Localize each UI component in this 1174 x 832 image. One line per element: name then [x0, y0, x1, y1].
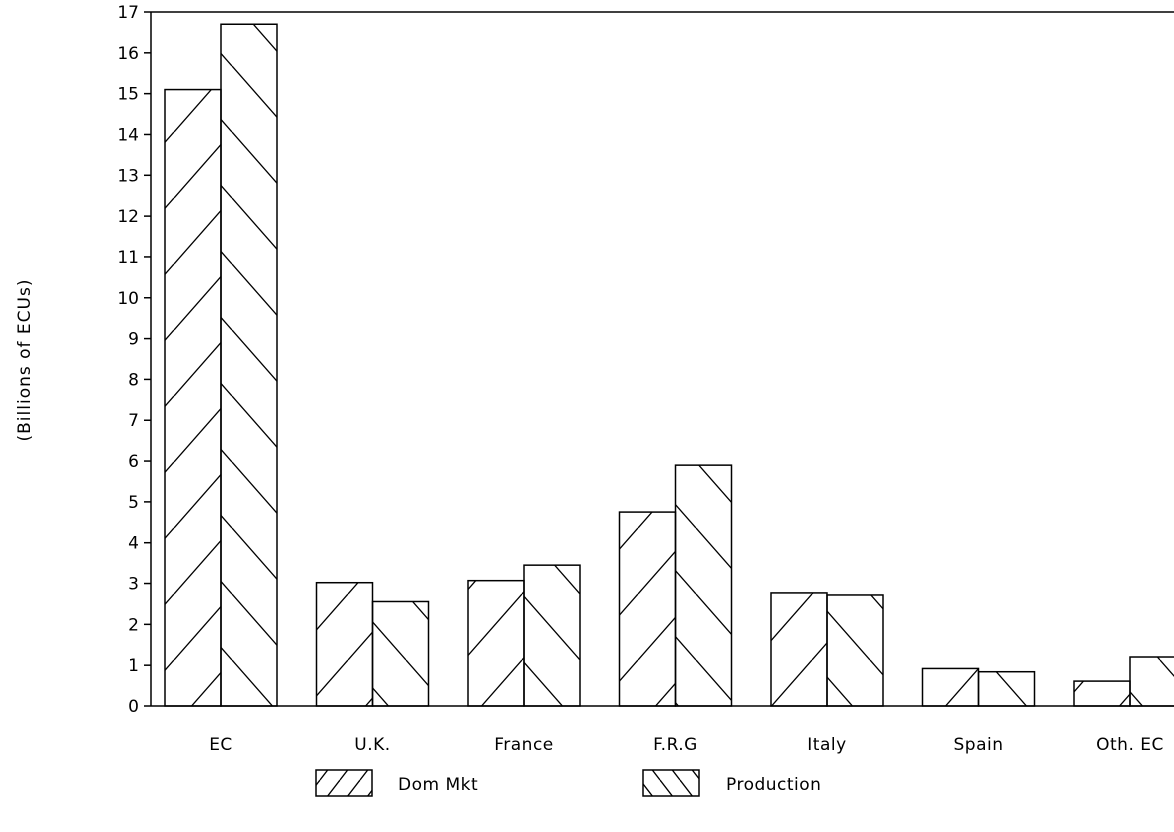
y-tick-label: 0: [128, 697, 139, 717]
legend: Dom Mkt Production: [315, 769, 821, 797]
bar-production-u-k: [371, 600, 430, 707]
bar-dom-mkt-ec: [164, 88, 222, 707]
bar-production-france: [523, 564, 581, 707]
bar-production-oth-ec: [1129, 656, 1174, 707]
x-category-label: Spain: [954, 735, 1004, 755]
y-tick-label: 2: [128, 615, 139, 635]
bar-production-spain: [977, 670, 1036, 707]
bar-dom-mkt-f-r-g: [618, 511, 677, 707]
legend-swatch-dom-mkt: [315, 769, 373, 797]
bars-layer: [164, 23, 1174, 707]
bar-dom-mkt-u-k: [315, 581, 374, 707]
y-tick-label: 8: [128, 370, 139, 390]
bar-dom-mkt-spain: [921, 667, 980, 707]
y-axis-title: (Billions of ECUs): [15, 279, 35, 442]
bar-dom-mkt-france: [467, 579, 525, 707]
y-tick-label: 11: [117, 248, 139, 268]
axes-layer: [150, 11, 1174, 707]
y-tick-label: 14: [117, 125, 139, 145]
y-tick-label: 17: [117, 3, 139, 23]
bar-dom-mkt-italy: [770, 592, 828, 707]
x-category-label: EC: [209, 735, 233, 755]
y-tick-label: 4: [128, 534, 139, 554]
y-tick-label: 3: [128, 575, 139, 595]
bar-production-ec: [220, 23, 278, 707]
x-category-label: Italy: [807, 735, 846, 755]
legend-label-dom-mkt: Dom Mkt: [398, 775, 478, 795]
bar-production-f-r-g: [674, 464, 733, 707]
legend-swatch-production: [642, 769, 700, 797]
legend-item-dom-mkt: Dom Mkt: [315, 769, 478, 797]
x-category-label: F.R.G: [653, 735, 698, 755]
y-tick-label: 16: [117, 44, 139, 64]
legend-item-production: Production: [642, 769, 821, 797]
bar-dom-mkt-oth-ec: [1073, 680, 1131, 707]
y-tick-label: 9: [128, 330, 139, 350]
y-tick-label: 15: [117, 85, 139, 105]
y-tick-label: 12: [117, 207, 139, 227]
y-tick-label: 1: [128, 656, 139, 676]
category-labels: EC U.K. France F.R.G Italy Spain Oth. EC: [209, 735, 1164, 755]
x-category-label: U.K.: [354, 735, 390, 755]
x-category-label: Oth. EC: [1096, 735, 1164, 755]
y-tick-label: 13: [117, 166, 139, 186]
bar-production-italy: [826, 594, 884, 707]
x-category-label: France: [494, 735, 554, 755]
y-tick-label: 6: [128, 452, 139, 472]
y-tick-label: 10: [117, 289, 139, 309]
y-tick-label: 5: [128, 493, 139, 513]
y-tick-label: 7: [128, 411, 139, 431]
legend-label-production: Production: [726, 775, 821, 795]
